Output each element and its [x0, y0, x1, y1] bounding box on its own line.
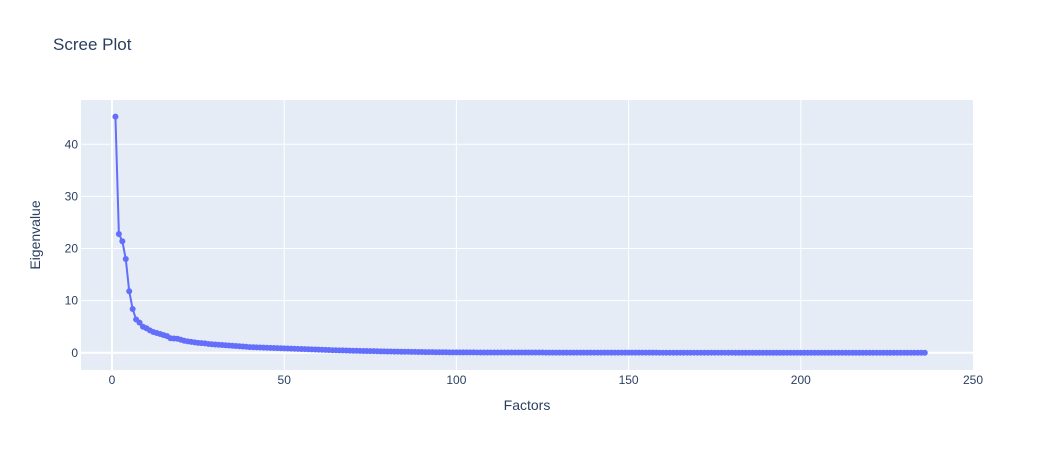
plot-area: [81, 100, 973, 370]
y-tick-label: 30: [65, 189, 79, 203]
y-axis-title: Eigenvalue: [27, 200, 43, 269]
y-tick-label: 0: [71, 346, 78, 360]
x-tick-label: 100: [446, 373, 466, 387]
data-point: [119, 238, 126, 245]
x-tick-label: 250: [963, 373, 983, 387]
x-tick-label: 150: [619, 373, 639, 387]
x-tick-label: 0: [109, 373, 116, 387]
chart-title: Scree Plot: [53, 35, 132, 54]
data-point: [115, 230, 122, 237]
data-point: [129, 306, 136, 313]
y-tick-label: 40: [65, 137, 79, 151]
x-tick-label: 200: [791, 373, 811, 387]
x-axis-title: Factors: [504, 397, 551, 413]
x-tick-label: 50: [278, 373, 292, 387]
data-point: [126, 288, 133, 295]
x-axis-ticks: 0 50 100 150 200 250: [109, 373, 984, 387]
y-tick-label: 20: [65, 242, 79, 256]
data-point: [112, 113, 119, 120]
data-point: [921, 349, 928, 356]
y-tick-label: 10: [65, 294, 79, 308]
data-point: [122, 255, 129, 262]
data-points: [112, 113, 928, 356]
data-point: [136, 319, 143, 326]
y-axis-ticks: 0 10 20 30 40: [65, 137, 79, 359]
